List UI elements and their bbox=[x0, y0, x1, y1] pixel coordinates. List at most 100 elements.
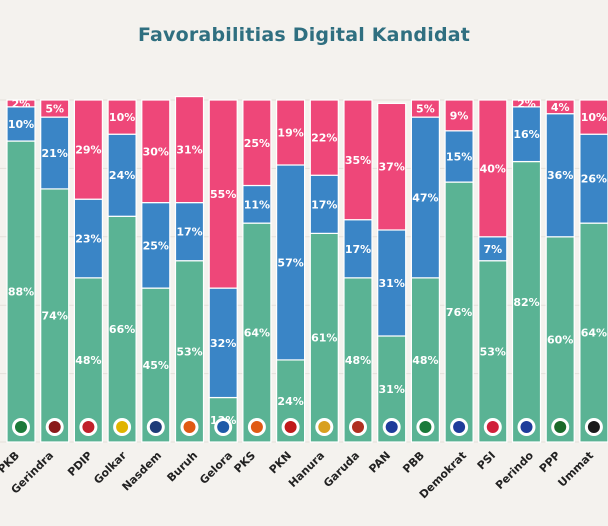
tick-label: PDIP bbox=[65, 449, 95, 479]
bar-segment-netral bbox=[208, 287, 238, 399]
data-label: 15% bbox=[446, 150, 472, 163]
party-logo-icon bbox=[352, 421, 364, 433]
party-logo-icon bbox=[587, 421, 600, 433]
party-logo-icon bbox=[419, 421, 432, 433]
tick-label: Perindo bbox=[493, 449, 536, 492]
data-label: 37% bbox=[379, 161, 405, 174]
data-label: 5% bbox=[45, 103, 64, 116]
bar-segment-negatif bbox=[40, 99, 70, 118]
data-label: 23% bbox=[75, 233, 101, 246]
bar-segment-netral bbox=[73, 198, 104, 279]
data-label: 22% bbox=[311, 132, 337, 145]
bar-segment-positif bbox=[410, 277, 440, 443]
data-label: 47% bbox=[412, 191, 438, 204]
data-label: 35% bbox=[345, 154, 371, 167]
data-label: 60% bbox=[547, 333, 573, 346]
tick-label: PKB bbox=[0, 449, 22, 476]
bar-segment-netral bbox=[141, 202, 171, 289]
tick-label: Ummat bbox=[555, 449, 596, 490]
bar-segment-positif bbox=[478, 260, 508, 443]
bar-segment-negatif bbox=[208, 99, 238, 289]
tick-label: Gelora bbox=[197, 449, 235, 487]
party-logo-icon bbox=[385, 421, 398, 433]
tick-label: Garuda bbox=[321, 449, 362, 490]
data-label: 36% bbox=[547, 169, 573, 182]
party-logo-icon bbox=[318, 421, 331, 433]
bar-segment-negatif bbox=[545, 99, 575, 115]
data-label: 32% bbox=[210, 337, 236, 350]
data-label: 25% bbox=[244, 137, 270, 150]
bar-segment-netral bbox=[410, 116, 440, 279]
tick-label: PPP bbox=[537, 449, 563, 475]
data-label: 16% bbox=[513, 128, 539, 141]
data-label: 7% bbox=[483, 243, 502, 256]
data-label: 24% bbox=[277, 395, 303, 408]
data-label: 21% bbox=[42, 147, 68, 160]
bar-segment-positif bbox=[174, 260, 205, 443]
data-label: 48% bbox=[75, 354, 101, 367]
party-logo-icon bbox=[453, 421, 466, 433]
bar-segment-negatif bbox=[309, 99, 339, 176]
bar-group-gelora: 13%32%55%Gelora bbox=[197, 99, 238, 487]
data-label: 17% bbox=[345, 243, 371, 256]
party-logo-icon bbox=[217, 421, 230, 433]
bar-segment-negatif bbox=[107, 99, 137, 135]
data-label: 55% bbox=[210, 188, 236, 201]
bar-group-golkar: 66%24%10%Golkar bbox=[91, 99, 137, 487]
bar-group-pkb: 88% 10% 2% PKB bbox=[0, 97, 36, 476]
data-label: 10% bbox=[109, 111, 135, 124]
data-label: 11% bbox=[244, 198, 270, 211]
data-label: 5% bbox=[416, 103, 435, 116]
bar-segment-negatif bbox=[242, 99, 272, 187]
bar-segment-netral bbox=[6, 106, 36, 142]
data-label: 76% bbox=[446, 306, 472, 319]
data-label: 61% bbox=[311, 332, 337, 345]
bar-segment-positif bbox=[444, 181, 474, 443]
tick-label: PKN bbox=[267, 449, 294, 476]
data-label: 48% bbox=[345, 354, 371, 367]
bar-segment-netral bbox=[511, 106, 542, 163]
bar-group-pdip: 48% 23% 29% PDIP bbox=[65, 99, 104, 479]
bar-segment-negatif bbox=[377, 102, 407, 231]
bar-segment-netral bbox=[107, 133, 137, 217]
data-label: 2% bbox=[517, 97, 536, 110]
bar-segment-netral bbox=[545, 113, 575, 238]
party-logo-icon bbox=[183, 421, 196, 433]
bar-segment-negatif bbox=[73, 99, 104, 200]
data-label: 53% bbox=[480, 345, 506, 358]
tick-label: Hanura bbox=[286, 449, 327, 490]
bar-group-pkn: 24% 57% 19% PKN bbox=[267, 99, 306, 476]
bar-group-psi: 53% 7% 40% PSI bbox=[475, 99, 508, 472]
data-label: 29% bbox=[75, 144, 101, 157]
bar-segment-negatif bbox=[276, 99, 306, 166]
party-logo-icon bbox=[250, 421, 263, 433]
bar-segment-negatif bbox=[444, 99, 474, 132]
bar-segment-negatif bbox=[410, 99, 440, 118]
data-label: 19% bbox=[277, 126, 303, 139]
party-logo-icon bbox=[82, 421, 95, 433]
data-label: 10% bbox=[581, 111, 607, 124]
data-label: 64% bbox=[581, 327, 607, 340]
party-logo-icon bbox=[284, 421, 297, 433]
bar-segment-positif bbox=[6, 140, 36, 443]
bar-segment-netral bbox=[276, 164, 306, 361]
bar-segment-positif bbox=[40, 188, 70, 443]
tick-label: PSI bbox=[475, 449, 498, 472]
data-label: 4% bbox=[551, 101, 570, 114]
party-logo-icon bbox=[15, 421, 27, 433]
data-label: 31% bbox=[379, 277, 405, 290]
data-label: 53% bbox=[176, 345, 202, 358]
bar-segment-positif bbox=[511, 160, 542, 443]
bar-group-ppp: 60% 36% 4% PPP bbox=[537, 99, 575, 475]
tick-label: PAN bbox=[366, 449, 393, 476]
party-logo-icon bbox=[48, 421, 61, 433]
data-label: 30% bbox=[143, 145, 169, 158]
party-logo-icon bbox=[116, 421, 129, 433]
data-label: 82% bbox=[513, 296, 539, 309]
bar-segment-negatif bbox=[343, 99, 373, 221]
chart-title: Favorabilitias Digital Kandidat bbox=[137, 24, 471, 46]
data-label: 9% bbox=[450, 109, 469, 122]
bar-segment-negatif bbox=[478, 99, 508, 238]
tick-label: PBB bbox=[400, 449, 427, 476]
data-label: 57% bbox=[277, 256, 303, 269]
